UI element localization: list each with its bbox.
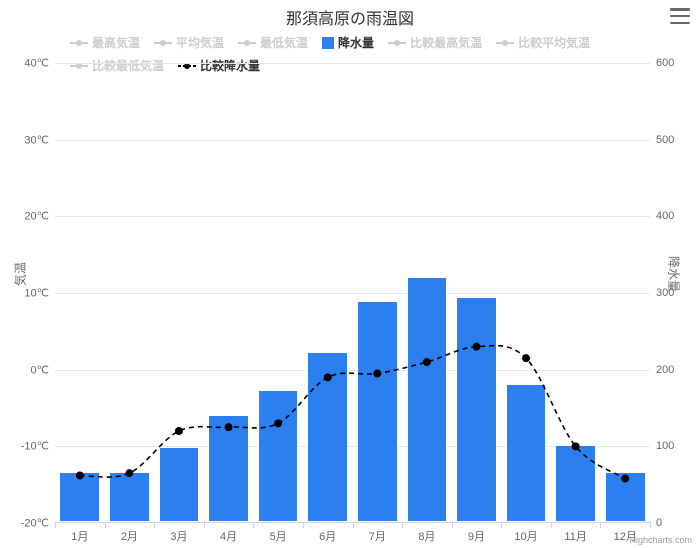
xtick-label: 2月	[121, 528, 138, 544]
xtick-label: 8月	[418, 528, 435, 544]
cmp-precip-marker[interactable]	[175, 427, 183, 435]
xtick-label: 10月	[514, 528, 537, 544]
plot-area: -20℃-10℃0℃10℃20℃30℃40℃010020030040050060…	[55, 63, 650, 523]
ytick-right: 500	[656, 134, 674, 146]
ytick-left: -20℃	[21, 517, 49, 530]
cmp-precip-marker[interactable]	[125, 469, 133, 477]
xtick-label: 3月	[170, 528, 187, 544]
legend-label-max_temp: 最高気温	[92, 33, 140, 53]
chart-container: 那須高原の雨温図 最高気温平均気温最低気温降水量比較最高気温比較平均気温比較最低…	[0, 0, 700, 548]
legend-symbol-min_temp	[238, 37, 256, 49]
legend-item-min_temp[interactable]: 最低気温	[238, 33, 308, 53]
legend-symbol-cmp_avg	[496, 37, 514, 49]
cmp-precip-marker[interactable]	[373, 370, 381, 378]
ytick-right: 600	[656, 57, 674, 69]
xtick-mark	[650, 522, 651, 528]
cmp-precip-marker[interactable]	[274, 419, 282, 427]
line-layer	[55, 63, 650, 523]
legend-label-cmp_avg: 比較平均気温	[518, 33, 590, 53]
legend-item-avg_temp[interactable]: 平均気温	[154, 33, 224, 53]
ytick-left: 20℃	[24, 210, 49, 223]
cmp-precip-marker[interactable]	[522, 354, 530, 362]
ytick-left: -10℃	[21, 440, 49, 453]
cmp-precip-marker[interactable]	[324, 373, 332, 381]
cmp-precip-marker[interactable]	[423, 358, 431, 366]
xtick-label: 9月	[468, 528, 485, 544]
xtick-label: 1月	[71, 528, 88, 544]
ytick-left: 0℃	[31, 363, 49, 376]
legend-label-cmp_max: 比較最高気温	[410, 33, 482, 53]
cmp-precip-marker[interactable]	[225, 423, 233, 431]
legend-symbol-avg_temp	[154, 37, 172, 49]
legend-symbol-max_temp	[70, 37, 88, 49]
xtick-label: 5月	[270, 528, 287, 544]
ytick-right: 200	[656, 364, 674, 376]
ytick-left: 10℃	[24, 287, 49, 300]
cmp-precip-marker[interactable]	[472, 343, 480, 351]
legend-label-min_temp: 最低気温	[260, 33, 308, 53]
legend-item-precip[interactable]: 降水量	[322, 33, 374, 53]
legend-label-precip: 降水量	[338, 33, 374, 53]
credits-link[interactable]: Highcharts.com	[629, 535, 692, 545]
legend-symbol-precip	[322, 37, 334, 49]
ytick-right: 0	[656, 517, 662, 529]
cmp-precip-marker[interactable]	[621, 475, 629, 483]
y-axis-left-title: 気温	[12, 262, 29, 286]
legend-label-avg_temp: 平均気温	[176, 33, 224, 53]
cmp-precip-marker[interactable]	[572, 442, 580, 450]
ytick-right: 300	[656, 287, 674, 299]
ytick-right: 400	[656, 210, 674, 222]
ytick-left: 30℃	[24, 133, 49, 146]
xtick-label: 11月	[564, 528, 586, 544]
cmp-precip-line[interactable]	[80, 346, 625, 479]
legend-item-cmp_max[interactable]: 比較最高気温	[388, 33, 482, 53]
chart-title: 那須高原の雨温図	[0, 0, 700, 29]
legend-symbol-cmp_max	[388, 37, 406, 49]
xtick-label: 4月	[220, 528, 237, 544]
ytick-right: 100	[656, 440, 674, 452]
ytick-left: 40℃	[24, 57, 49, 70]
legend-item-max_temp[interactable]: 最高気温	[70, 33, 140, 53]
xtick-label: 7月	[369, 528, 386, 544]
xtick-label: 6月	[319, 528, 336, 544]
legend-item-cmp_avg[interactable]: 比較平均気温	[496, 33, 590, 53]
cmp-precip-marker[interactable]	[76, 471, 84, 479]
chart-menu-button[interactable]	[670, 8, 690, 24]
